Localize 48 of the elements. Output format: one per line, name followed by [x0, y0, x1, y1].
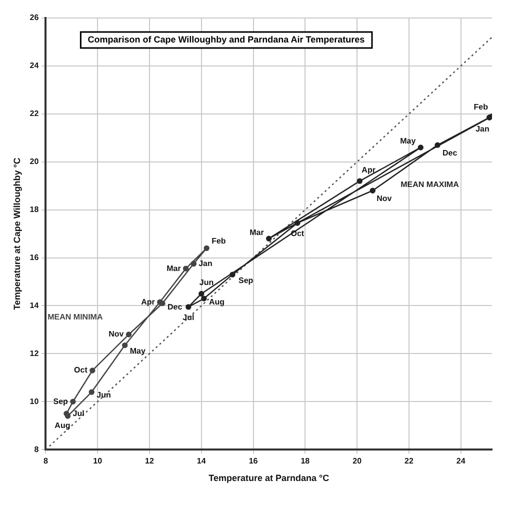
- annotation: Sep: [53, 396, 68, 406]
- x-tick-label: 20: [352, 456, 362, 466]
- annotation: Jan: [476, 124, 490, 134]
- x-tick-label: 10: [93, 456, 103, 466]
- x-tick-label: 22: [404, 456, 414, 466]
- annotation: Aug: [208, 298, 225, 307]
- text: MEAN MAXIMA: [400, 180, 460, 189]
- text: MEAN MINIMA: [48, 312, 103, 322]
- annotation: Nov: [376, 194, 392, 203]
- y-tick-label: 8: [34, 444, 40, 454]
- y-axis-title: Temperature at Cape Willoughby °C: [12, 157, 22, 310]
- y-tick-label: 24: [30, 61, 40, 70]
- annotation: Mar: [166, 264, 181, 273]
- x-tick-label: 16: [248, 456, 258, 466]
- x-axis-title: Temperature at Parndana °C: [208, 473, 330, 484]
- annotation: Jan: [198, 258, 212, 268]
- x-tick-label: 8: [43, 456, 48, 466]
- annotation: Jun: [96, 390, 111, 400]
- x-tick-label: 24: [456, 456, 466, 466]
- annotation: Jun: [199, 278, 214, 287]
- annotation: Sep: [238, 276, 254, 285]
- y-tick-label: 18: [30, 205, 40, 214]
- x-tick-label: 14: [196, 456, 206, 466]
- annotation: Apr: [362, 165, 376, 174]
- y-tick-label: 14: [30, 300, 40, 310]
- annotation: Jul: [72, 409, 84, 418]
- annotation: Feb: [474, 102, 488, 112]
- annotation: Aug: [54, 420, 70, 430]
- annotation: Feb: [212, 236, 226, 246]
- y-tick-label: 22: [30, 109, 40, 118]
- annotation: Jul: [182, 313, 194, 322]
- x-tick-label: 12: [145, 456, 154, 466]
- annotation: Apr: [141, 297, 155, 306]
- x-tick-label: 18: [300, 456, 310, 466]
- annotation: Nov: [108, 330, 124, 339]
- annotation: Dec: [167, 302, 183, 312]
- y-tick-label: 26: [30, 13, 40, 22]
- annotation: Oct: [74, 366, 88, 375]
- annotation: Oct: [290, 229, 304, 238]
- y-tick-label: 16: [30, 252, 40, 262]
- y-tick-label: 20: [30, 157, 40, 166]
- annotation: Mar: [250, 228, 264, 237]
- y-tick-label: 10: [30, 396, 40, 406]
- annotation: May: [130, 346, 146, 356]
- y-tick-label: 12: [30, 348, 40, 358]
- text: Comparison of Cape Willoughby and Parndana Air Temperatures: [88, 34, 365, 44]
- annotation: Dec: [442, 148, 458, 158]
- annotation: May: [400, 136, 416, 146]
